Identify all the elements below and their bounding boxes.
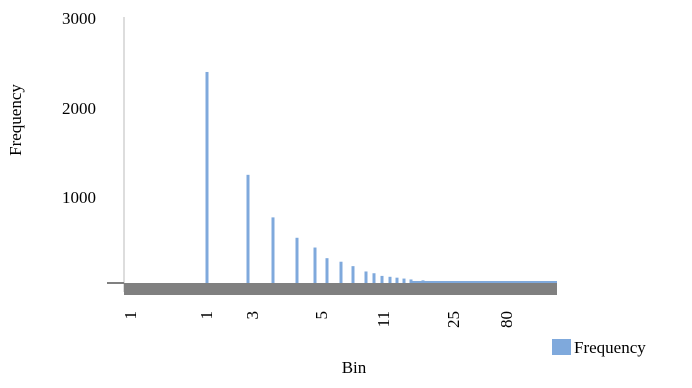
bar — [372, 273, 376, 283]
x-tick-label: 5 — [312, 311, 331, 320]
bar — [364, 271, 368, 283]
bar — [395, 277, 399, 283]
y-tick-label: 3000 — [62, 9, 96, 28]
x-axis-baseline — [124, 283, 557, 295]
y-tick-label: 2000 — [62, 99, 96, 118]
bar — [388, 276, 392, 283]
x-tick-label: 3 — [243, 311, 262, 320]
x-tick-label: 1 — [197, 311, 216, 320]
bar — [339, 261, 343, 283]
x-tick-label: 80 — [497, 311, 516, 328]
bar — [325, 258, 329, 283]
bar — [402, 278, 406, 283]
legend-swatch — [552, 339, 571, 355]
x-tick-label: 25 — [444, 311, 463, 328]
bar — [295, 237, 299, 283]
bar — [380, 275, 384, 283]
x-axis-label: Bin — [342, 358, 367, 377]
legend-label: Frequency — [574, 338, 646, 357]
bar — [205, 71, 209, 284]
y-axis-label: Frequency — [6, 84, 25, 156]
bars — [205, 71, 557, 284]
y-tick-label: 1000 — [62, 188, 96, 207]
legend: Frequency — [552, 338, 646, 357]
x-tick-label: 11 — [374, 311, 393, 327]
bar — [351, 266, 355, 283]
x-tick-label: 1 — [121, 311, 140, 320]
bar — [313, 247, 317, 283]
bar-tail — [411, 281, 557, 283]
bar — [246, 174, 250, 283]
bar — [271, 217, 275, 283]
